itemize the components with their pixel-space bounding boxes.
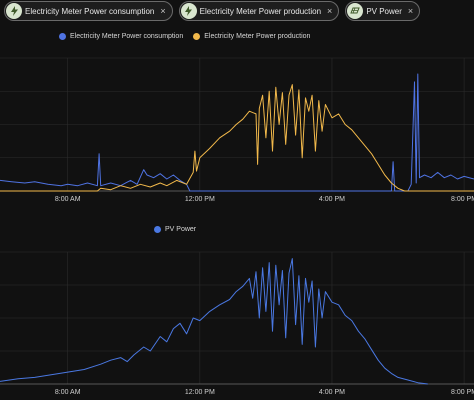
legend-item-production[interactable]: Electricity Meter Power production [193,33,310,40]
x-tick-label: 4:00 PM [319,196,345,203]
filter-chip-label: Electricity Meter Power consumption [25,6,155,16]
x-tick-label: 12:00 PM [185,389,215,396]
legend-item-pv-power[interactable]: PV Power [154,226,196,233]
lightning-icon [6,3,22,19]
energy-chart: 8:00 AM 12:00 PM 4:00 PM 8:00 PM [0,57,474,203]
x-tick-label: 8:00 PM [451,196,474,203]
series-line-1[interactable] [0,84,474,192]
filter-chip-label: PV Power [366,6,402,16]
series-line-0[interactable] [0,258,428,385]
chart-legend-top: Electricity Meter Power consumption Elec… [59,33,310,40]
lightning-icon [180,3,197,19]
legend-label: Electricity Meter Power consumption [70,33,184,40]
x-tick-label: 8:00 AM [55,389,81,396]
filter-chip-pv-power[interactable]: PV Power × [345,1,421,21]
x-tick-label: 8:00 AM [55,196,81,203]
x-tick-label: 12:00 PM [185,196,215,203]
filter-chip-label: Electricity Meter Power production [199,6,322,16]
legend-dot [59,33,66,40]
filter-chip-production[interactable]: Electricity Meter Power production × [178,1,340,21]
series-line-0[interactable] [0,73,474,192]
filter-chip-consumption[interactable]: Electricity Meter Power consumption × [4,1,173,21]
legend-dot [154,226,161,233]
close-icon[interactable]: × [407,5,414,16]
x-tick-label: 8:00 PM [451,389,474,396]
legend-dot [193,33,201,40]
x-tick-label: 4:00 PM [319,389,345,396]
legend-item-consumption[interactable]: Electricity Meter Power consumption [59,33,183,40]
close-icon[interactable]: × [327,5,333,16]
close-icon[interactable]: × [160,5,166,16]
chart-legend-bottom: PV Power [154,226,196,233]
legend-label: PV Power [165,226,197,233]
legend-label: Electricity Meter Power production [204,33,311,40]
filter-chips: Electricity Meter Power consumption × El… [4,1,421,23]
solar-panel-icon [347,3,364,19]
